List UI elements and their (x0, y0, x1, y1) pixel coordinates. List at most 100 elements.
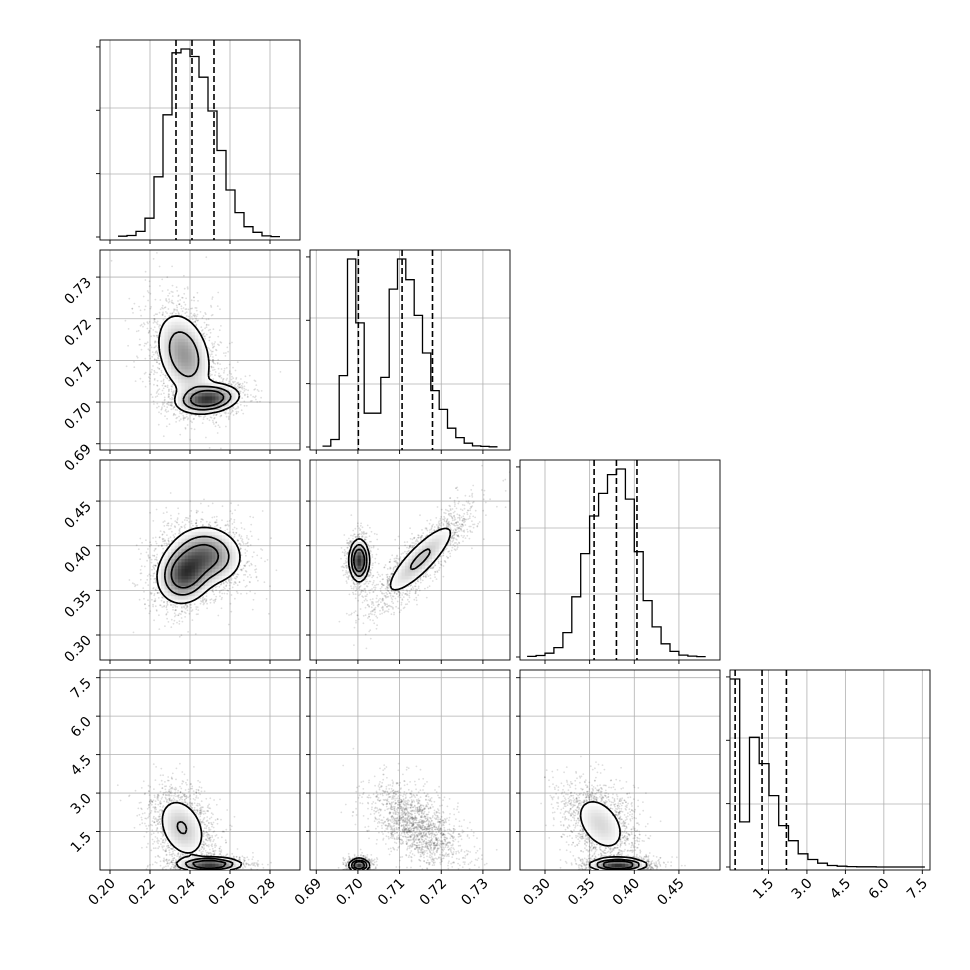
density-cell (198, 358, 203, 363)
density-cell (188, 331, 193, 336)
scatter-point (194, 307, 197, 309)
scatter-point (199, 311, 202, 313)
density-cell (178, 365, 182, 370)
scatter-point (148, 545, 151, 547)
scatter-point (218, 426, 221, 429)
scatter-point (149, 610, 152, 612)
density-cell (184, 328, 189, 332)
scatter-point (209, 349, 212, 352)
scatter-point (236, 361, 239, 363)
scatter-point (170, 404, 173, 406)
scatter-point (153, 619, 156, 622)
scatter-point (218, 329, 221, 332)
scatter-point (253, 388, 256, 391)
scatter-point (178, 529, 181, 532)
scatter-point (157, 597, 160, 599)
scatter-point (143, 603, 146, 606)
scatter-point (156, 313, 159, 316)
density-cell (232, 395, 237, 400)
scatter-point (223, 586, 225, 589)
scatter-point (189, 420, 192, 422)
scatter-point (157, 354, 160, 357)
scatter-point (224, 524, 227, 526)
scatter-point (176, 409, 179, 411)
density-cell (201, 399, 206, 404)
scatter-point (246, 535, 248, 537)
density-cell (181, 355, 186, 360)
density-cell (198, 344, 203, 349)
scatter-point (182, 307, 185, 309)
scatter-point (219, 308, 221, 311)
density-cell (198, 382, 203, 387)
scatter-point (208, 523, 211, 526)
scatter-point (168, 379, 171, 382)
density-cell (188, 365, 193, 370)
scatter-point (239, 403, 242, 406)
scatter-point (182, 417, 185, 420)
density-cell (188, 382, 193, 387)
scatter-point (156, 366, 159, 369)
scatter-point (183, 287, 186, 290)
scatter-point (193, 603, 196, 605)
scatter-point (195, 606, 198, 608)
scatter-point (222, 588, 225, 591)
scatter-point (182, 411, 184, 414)
density-cell (194, 338, 199, 343)
scatter-point (255, 568, 258, 570)
scatter-point (190, 510, 193, 512)
scatter-point (178, 313, 181, 315)
scatter-point (160, 371, 163, 374)
scatter-point (161, 401, 164, 404)
scatter-point (142, 325, 144, 328)
scatter-point (218, 375, 221, 378)
scatter-point (158, 327, 161, 330)
scatter-point (159, 285, 161, 287)
scatter-point (238, 383, 241, 386)
scatter-point (168, 396, 171, 398)
scatter-point (224, 412, 227, 415)
scatter-point (259, 400, 261, 403)
scatter-point (201, 422, 204, 424)
scatter-point (187, 517, 190, 520)
density-cell (181, 338, 186, 343)
scatter-point (133, 583, 136, 585)
scatter-point (165, 411, 168, 413)
density-cell (198, 378, 203, 383)
scatter-point (184, 604, 187, 607)
scatter-point (152, 566, 155, 569)
scatter-point (256, 401, 259, 403)
scatter-point (212, 369, 214, 371)
density-cell (178, 389, 182, 393)
scatter-point (210, 366, 213, 369)
density-cell (208, 395, 213, 400)
scatter-point (266, 559, 269, 561)
scatter-point (225, 367, 228, 369)
density-cell (191, 344, 196, 349)
scatter-point (131, 307, 134, 310)
scatter-point (238, 387, 241, 389)
scatter-point (149, 574, 152, 577)
density-cell (225, 402, 230, 407)
scatter-point (209, 601, 212, 604)
scatter-point (212, 356, 214, 358)
density-cell (164, 361, 169, 366)
density-cell (208, 409, 213, 414)
scatter-point (152, 353, 155, 356)
scatter-point (178, 415, 180, 418)
scatter-point (208, 419, 211, 422)
density-cell (201, 375, 206, 380)
scatter-point (235, 407, 238, 410)
density-cell (181, 321, 186, 326)
scatter-point (201, 329, 204, 331)
scatter-point (200, 520, 202, 523)
scatter-point (211, 589, 214, 592)
scatter-point (226, 589, 229, 592)
scatter-point (254, 396, 256, 399)
scatter-point (158, 355, 160, 358)
scatter-point (171, 385, 174, 388)
scatter-point (275, 569, 278, 572)
scatter-point (230, 373, 233, 375)
scatter-point (184, 417, 187, 419)
density-cell (174, 392, 179, 397)
scatter-point (256, 554, 259, 557)
